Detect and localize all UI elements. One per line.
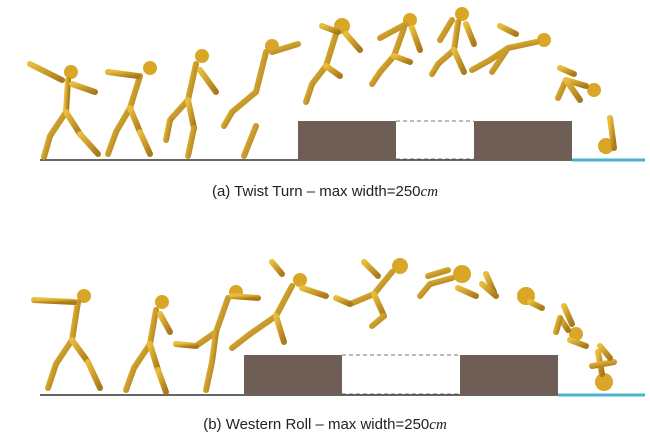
character-pose-2 [123, 295, 173, 395]
character-pose-8 [469, 23, 551, 75]
character-pose-1 [31, 289, 103, 391]
panel-twist-turn: (a) Twist Turn – max width=250cm [0, 7, 650, 201]
character-pose-3 [173, 285, 261, 393]
character-pose-4 [229, 259, 329, 351]
character-pose-7 [429, 7, 477, 77]
character-pose-4 [221, 39, 301, 159]
character-pose-8 [553, 303, 589, 349]
panel-western-roll: (b) Western Roll – max width=250cm [0, 222, 650, 444]
caption-width-value: 250 [404, 416, 430, 433]
twist-turn-scene [27, 7, 645, 162]
character-pose-6 [369, 13, 423, 87]
caption-twist-turn: (a) Twist Turn – max width=250cm [0, 183, 650, 201]
character-pose-9 [589, 343, 617, 391]
character-pose-7 [479, 271, 545, 311]
character-pose-5 [333, 258, 408, 329]
caption-width-unit: cm [420, 184, 439, 200]
character-pose-9 [555, 65, 601, 103]
character-pose-1 [27, 61, 101, 160]
caption-text: (b) Western Roll – max width= [203, 416, 405, 433]
caption-width-unit: cm [429, 417, 447, 433]
caption-western-roll: (b) Western Roll – max width=250cm [0, 416, 650, 434]
character-pose-10 [593, 113, 623, 154]
character-pose-2 [105, 61, 157, 157]
obstacle-box-right [460, 355, 558, 395]
caption-text: (a) Twist Turn – max width= [211, 183, 396, 200]
obstacle-box-left [298, 121, 396, 160]
character-pose-3 [163, 49, 219, 159]
obstacle-box-right [474, 121, 572, 160]
character-pose-6 [417, 265, 479, 299]
obstacle-box-left [244, 355, 342, 395]
western-roll-scene [31, 258, 645, 397]
character-pose-5 [303, 18, 363, 105]
caption-width-value: 250 [395, 183, 421, 200]
